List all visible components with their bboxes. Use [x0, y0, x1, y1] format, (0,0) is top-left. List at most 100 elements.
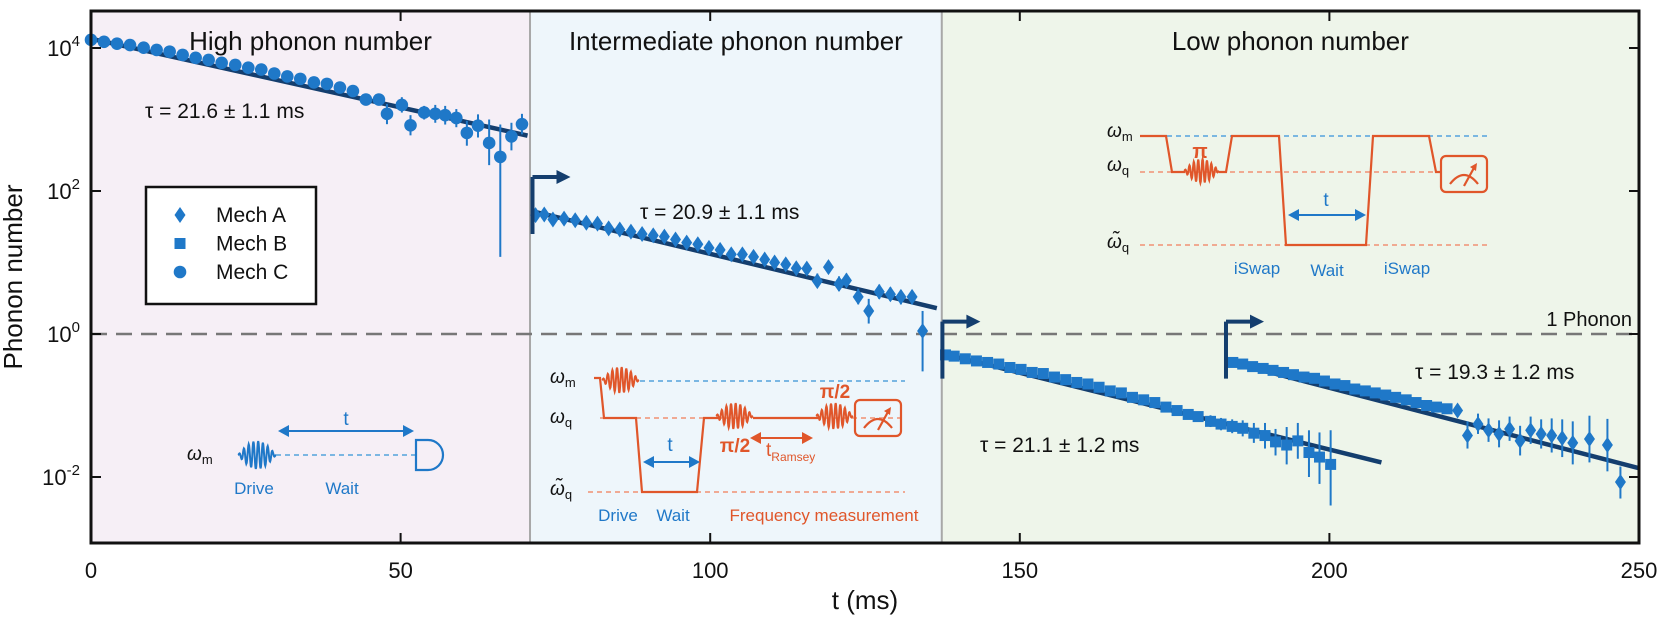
- inset-mid-t-ramsey: tRamsey: [766, 440, 815, 464]
- legend-label-0: Mech A: [216, 204, 286, 227]
- data-point-71: [906, 288, 918, 305]
- data-point-100: [1237, 422, 1249, 434]
- inset-mid-omega-q: ωq: [550, 407, 572, 430]
- inset-high-wait: Wait: [325, 479, 359, 498]
- data-point-94: [1171, 405, 1183, 417]
- data-point-116: [1298, 371, 1310, 383]
- data-point-62: [811, 273, 823, 290]
- data-point-12: [241, 61, 255, 75]
- inset-low-pi-pulse: [1183, 155, 1220, 187]
- data-point-19: [333, 81, 347, 94]
- inset-low-t-arrow-left: [1288, 209, 1299, 221]
- inset-mid-ramsey-arrow-right: [802, 432, 813, 444]
- data-point-43: [603, 220, 615, 237]
- inset-mid-drive-pulse: [601, 366, 640, 396]
- data-point-33: [493, 150, 507, 164]
- data-point-46: [636, 226, 648, 243]
- data-point-109: [1227, 356, 1239, 368]
- data-point-38: [547, 211, 559, 228]
- y-tick-label-0: 10-2: [42, 462, 80, 490]
- data-point-78: [993, 358, 1005, 370]
- data-point-41: [580, 214, 592, 231]
- inset-mid-pi-half-2-label: π/2: [820, 382, 850, 403]
- data-point-98: [1215, 418, 1227, 430]
- data-point-75: [959, 353, 971, 365]
- data-point-144: [1601, 437, 1613, 454]
- inset-mid-wait: Wait: [656, 506, 690, 525]
- x-tick-label-3: 150: [1001, 558, 1038, 583]
- data-point-52: [703, 239, 715, 256]
- inset-mid-omega-q-tilde: ω̃q: [550, 478, 572, 502]
- data-point-81: [1026, 366, 1038, 378]
- data-point-141: [1556, 430, 1568, 447]
- inset-mid-t: t: [667, 435, 673, 456]
- data-point-121: [1349, 383, 1361, 395]
- y-tick-label-3: 104: [47, 33, 80, 61]
- data-point-16: [293, 72, 307, 86]
- data-point-31: [471, 119, 485, 132]
- region-label-0: High phonon number: [189, 26, 432, 56]
- data-point-76: [970, 355, 982, 367]
- region-label-2: Low phonon number: [1172, 26, 1409, 56]
- data-point-128: [1421, 400, 1433, 411]
- data-point-26: [417, 106, 431, 119]
- data-point-77: [982, 356, 994, 368]
- inset-mid-meter-needle: [877, 409, 890, 431]
- data-point-10: [215, 56, 228, 70]
- inset-mid-meter-arc: [863, 417, 893, 429]
- inset-low-t-arrow-right: [1355, 209, 1366, 221]
- tau-label-3: τ = 19.3 ± 1.2 ms: [1415, 361, 1574, 384]
- data-point-104: [1281, 439, 1293, 451]
- x-tick-label-5: 250: [1621, 558, 1658, 583]
- inset-low-omega-m: ωm: [1107, 121, 1133, 144]
- section-arrows: [530, 170, 1264, 379]
- data-point-30: [460, 126, 474, 140]
- data-point-18: [320, 77, 334, 91]
- data-point-9: [202, 53, 215, 67]
- data-point-137: [1514, 432, 1526, 449]
- data-point-85: [1071, 376, 1083, 388]
- data-point-97: [1205, 415, 1217, 427]
- data-point-96: [1192, 411, 1204, 423]
- data-point-124: [1380, 389, 1392, 401]
- data-point-122: [1359, 385, 1371, 397]
- data-point-132: [1461, 427, 1473, 444]
- data-point-87: [1093, 381, 1105, 393]
- tau-label-0: τ = 21.6 ± 1.1 ms: [145, 100, 304, 123]
- data-point-58: [769, 254, 781, 271]
- data-point-73: [939, 349, 951, 361]
- x-axis-label: t (ms): [832, 585, 898, 615]
- data-point-65: [840, 272, 852, 289]
- data-point-3: [123, 38, 137, 52]
- data-point-53: [714, 241, 726, 258]
- data-point-54: [725, 246, 737, 263]
- inset-mid-pi-half-2: [815, 402, 854, 432]
- data-point-84: [1060, 374, 1072, 386]
- legend-label-1: Mech B: [216, 233, 287, 256]
- data-point-60: [790, 260, 802, 277]
- legend-label-2: Mech C: [216, 261, 288, 284]
- tau-label-1: τ = 20.9 ± 1.1 ms: [640, 201, 799, 224]
- inset-low-meter-needle: [1463, 165, 1476, 187]
- inset-mid-pi-half-1: [715, 402, 754, 432]
- inset-low-path-2: [1219, 134, 1440, 247]
- data-point-101: [1248, 427, 1260, 439]
- data-point-133: [1472, 416, 1484, 433]
- inset-mid-pi-half-1-label: π/2: [720, 436, 750, 457]
- inset-high-drive: Drive: [234, 479, 274, 498]
- data-point-21: [359, 93, 373, 106]
- plot-frame: [89, 9, 1641, 545]
- data-point-20: [346, 84, 360, 98]
- inset-low-meter-tip: [1470, 163, 1477, 171]
- data-point-126: [1400, 394, 1412, 406]
- data-point-91: [1138, 394, 1150, 406]
- data-point-17: [307, 76, 321, 89]
- data-point-118: [1318, 375, 1330, 387]
- data-point-140: [1546, 427, 1558, 444]
- data-point-82: [1037, 368, 1049, 380]
- inset-mid-meter-box: [853, 398, 903, 438]
- data-point-143: [1583, 430, 1595, 447]
- data-point-34: [505, 130, 518, 143]
- x-tick-label-4: 200: [1311, 558, 1348, 583]
